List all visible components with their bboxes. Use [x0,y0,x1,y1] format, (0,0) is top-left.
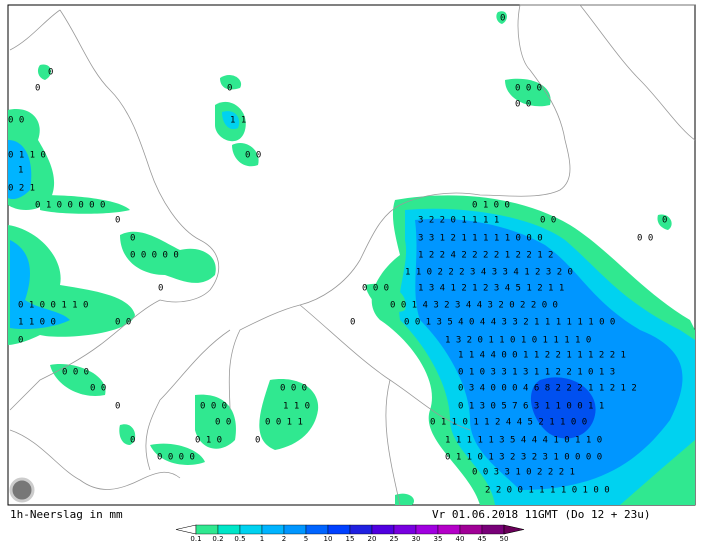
map-value: 0 0 [215,418,231,428]
map-value: 1 1 0 2 2 2 3 4 3 3 4 1 2 3 2 0 [405,268,573,278]
legend-tick: 20 [368,535,377,543]
map-value: 1 1 4 4 0 0 1 1 2 2 1 1 1 2 2 1 [458,351,626,361]
legend-tick: 40 [456,535,465,543]
map-value: 0 3 4 0 0 0 4 6 8 2 2 2 1 1 2 1 2 [458,384,637,394]
timestamp: Vr 01.06.2018 11GMT (Do 12 + 23u) [432,508,651,521]
map-value: 0 0 0 [362,284,389,294]
legend-tick: 1 [260,535,264,543]
map-value: 0 [227,84,232,94]
map-value: 0 [48,68,53,78]
map-value: 0 0 [637,234,653,244]
map-value: 0 1 0 [195,436,222,446]
map-value: 0 0 [515,100,531,110]
map-value: 0 0 0 [200,402,227,412]
legend-swatch [393,524,417,535]
map-value: 1 3 4 1 2 1 2 3 4 5 1 2 1 1 [418,284,564,294]
legend-tick: 45 [478,535,487,543]
map-value: 0 1 1 0 [8,151,46,161]
map-value: 1 1 0 0 [18,318,56,328]
map-value: 2 2 0 0 1 1 1 1 0 1 0 0 [485,486,610,496]
legend-swatch [283,524,307,535]
map-value: 0 0 0 0 0 [130,251,179,261]
legend-tick: 35 [434,535,443,543]
legend-swatch [261,524,285,535]
map-value: 0 0 [540,216,556,226]
map-value: 0 1 0 3 3 1 3 1 1 2 2 1 0 1 3 [458,368,615,378]
logo [9,477,35,503]
map-value: 0 0 0 [515,84,542,94]
map-value: 0 [115,402,120,412]
map-value: 1 1 [230,116,246,126]
map-value: 0 [662,216,667,226]
map-value: 1 2 2 4 2 2 2 2 1 2 2 1 2 [418,251,553,261]
legend: 0.1 0.2 0.5 1 2 5 10 15 20 25 30 35 40 45 50 [175,524,525,543]
map-value: 0 [158,284,163,294]
map-value: 3 2 2 0 1 1 1 1 [418,216,499,226]
map-value: 0 0 1 1 [265,418,303,428]
legend-tick: 0.2 [212,535,223,543]
legend-tick: 50 [500,535,509,543]
legend-tick: 25 [390,535,399,543]
legend-swatch [415,524,439,535]
legend-swatch [371,524,395,535]
legend-tick: 30 [412,535,421,543]
map-value: 0 1 1 0 1 1 2 4 4 5 2 1 1 0 0 [430,418,587,428]
legend-end [503,524,525,535]
legend-swatch [195,524,219,535]
map-value: 0 0 3 3 1 0 2 2 2 1 [472,468,575,478]
legend-tick: 15 [346,535,355,543]
map-value: 0 1 0 0 [472,201,510,211]
map-value: 0 0 0 [280,384,307,394]
map-value: 1 1 1 1 1 3 5 4 4 4 1 0 1 1 0 [445,436,602,446]
map-value: 0 1 0 0 1 1 0 [18,301,88,311]
map-value: 1 [18,166,23,176]
coastlines [9,4,696,506]
map-value: 0 [130,234,135,244]
map-value: 0 0 [8,116,24,126]
map-value: 0 0 [90,384,106,394]
map-value: 0 1 0 0 0 0 0 [35,201,105,211]
map-value: 0 1 1 0 1 3 2 3 2 3 1 0 0 0 0 [445,453,602,463]
map-value: 0 1 3 0 5 7 6 3 1 1 0 0 1 1 [458,402,604,412]
map-value: 0 0 0 0 [157,453,195,463]
map-value: 0 [35,84,40,94]
legend-tick: 2 [282,535,286,543]
caption: 1h-Neerslag in mm [10,508,123,521]
map-value: 0 0 0 [62,368,89,378]
map-value: 0 0 [115,318,131,328]
legend-tick: 0.1 [190,535,201,543]
legend-swatch [481,524,505,535]
legend-swatch [459,524,483,535]
map-value: 0 [130,436,135,446]
map-value: 1 1 0 [283,402,310,412]
legend-start [175,524,197,535]
legend-swatch [305,524,329,535]
precipitation [8,11,695,505]
legend-tick: 0.5 [234,535,245,543]
legend-tick: 10 [324,535,333,543]
legend-tick: 5 [304,535,308,543]
map-value: 1 3 2 0 1 1 0 1 0 1 1 1 1 0 [445,336,591,346]
map-value: 0 [500,14,505,24]
legend-swatch [437,524,461,535]
map-value: 0 [255,436,260,446]
legend-swatch [217,524,241,535]
legend-swatch [327,524,351,535]
map-value: 0 [18,336,23,346]
map-value: 0 0 1 4 3 2 3 4 4 3 2 0 2 2 0 0 [390,301,558,311]
map-value: 0 0 1 3 5 4 0 4 4 3 3 2 1 1 1 1 1 1 0 0 [404,318,615,328]
map-value: 0 2 1 [8,184,35,194]
map-value: 0 [350,318,355,328]
map-value: 3 3 1 2 1 1 1 1 1 0 0 0 [418,234,543,244]
legend-swatch [239,524,263,535]
legend-swatch [349,524,373,535]
map-value: 0 [115,216,120,226]
map-value: 0 0 [245,151,261,161]
